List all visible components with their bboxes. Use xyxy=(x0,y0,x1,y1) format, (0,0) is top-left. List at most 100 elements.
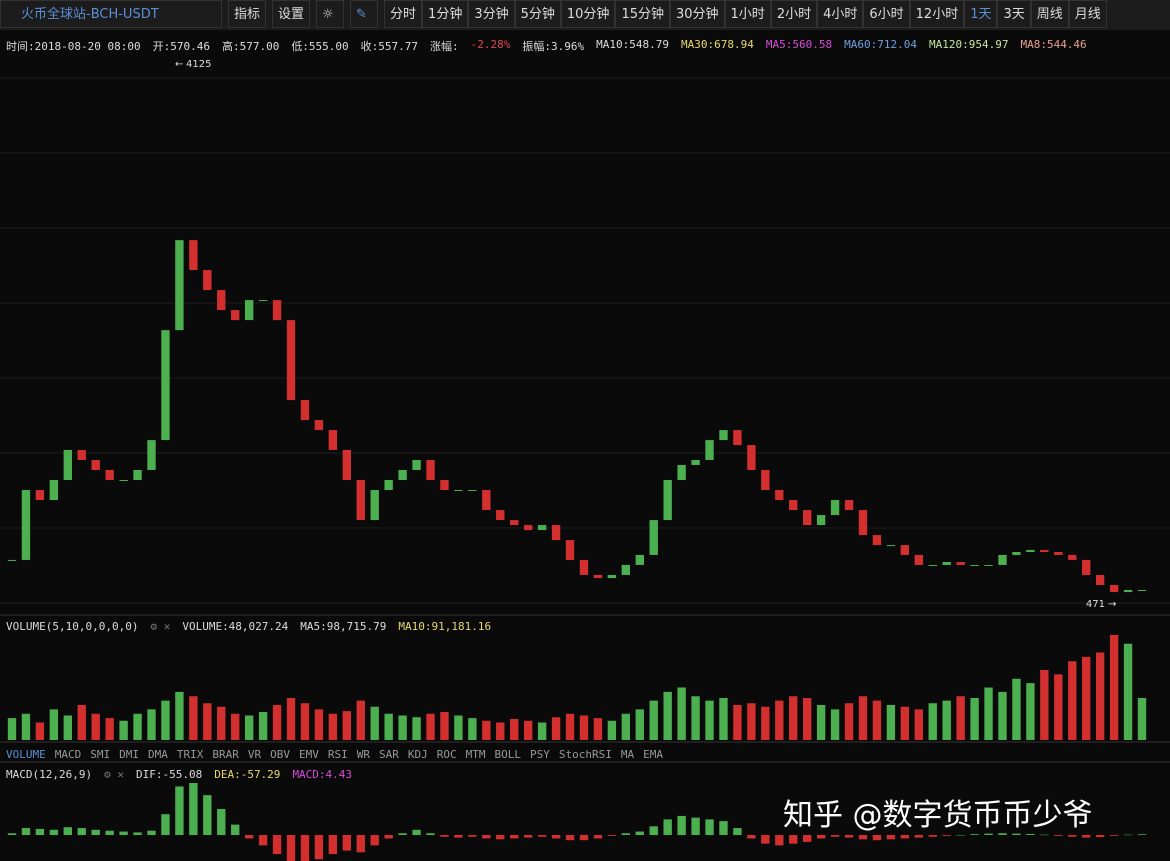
indicator-tab[interactable]: MACD xyxy=(54,748,82,761)
indicator-tab[interactable]: MA xyxy=(620,748,635,761)
period-button[interactable]: 10分钟 xyxy=(560,0,616,28)
indicator-tab[interactable]: SMI xyxy=(90,748,111,761)
macd-bar xyxy=(900,835,910,839)
header-icons[interactable]: ⚙ ✕ xyxy=(104,768,124,781)
candle xyxy=(314,420,324,431)
period-button[interactable]: 月线 xyxy=(1068,0,1107,28)
period-button[interactable]: 4小时 xyxy=(817,0,864,28)
watermark: 知乎 @数字货币币少爷 xyxy=(783,798,1093,833)
volume-bar xyxy=(1095,652,1105,740)
candle xyxy=(454,490,463,492)
macd-bar xyxy=(970,834,979,835)
macd-bar xyxy=(468,835,477,837)
macd-bar xyxy=(1068,835,1077,837)
period-button[interactable]: 3分钟 xyxy=(468,0,515,28)
settings-button[interactable]: 设置 xyxy=(272,0,311,28)
indicator-tab[interactable]: BRAR xyxy=(212,748,239,761)
indicator-tab[interactable]: EMV xyxy=(299,748,319,761)
period-button[interactable]: 1分钟 xyxy=(422,0,469,28)
candle xyxy=(328,430,338,450)
period-button[interactable]: 6小时 xyxy=(863,0,910,28)
volume-header: VOLUME(5,10,0,0,0,0) ⚙ ✕ VOLUME:48,027.24 M… xyxy=(6,620,491,633)
indicator-tab[interactable]: OBV xyxy=(270,748,290,761)
candle xyxy=(1012,552,1021,555)
macd-bar xyxy=(858,835,868,840)
draw-button[interactable]: ✎ xyxy=(350,0,379,28)
indicator-tab[interactable]: ROC xyxy=(436,748,457,761)
candle xyxy=(203,270,212,291)
period-button[interactable]: 12小时 xyxy=(909,0,965,28)
macd-bar xyxy=(886,835,896,840)
indicator-tab[interactable]: VR xyxy=(247,748,262,761)
period-button[interactable]: 分时 xyxy=(384,0,423,28)
indicator-tab[interactable]: RSI xyxy=(327,748,348,761)
macd-bar xyxy=(342,835,351,851)
volume-bar xyxy=(189,696,198,740)
period-button[interactable]: 2小时 xyxy=(770,0,818,28)
candle xyxy=(231,310,240,321)
candle xyxy=(803,510,812,526)
macd-bar xyxy=(314,835,324,860)
period-button[interactable]: 1天 xyxy=(964,0,998,28)
macd-bar xyxy=(830,835,840,837)
indicator-tab[interactable]: SAR xyxy=(379,748,399,761)
macd-bar xyxy=(272,835,282,855)
candle xyxy=(733,430,742,446)
macd-bar xyxy=(579,835,589,841)
info-item: MA60:712.04 xyxy=(844,38,917,51)
period-button[interactable]: 5分钟 xyxy=(514,0,561,28)
indicator-tab[interactable]: DMA xyxy=(148,748,168,761)
volume-bar xyxy=(496,722,505,740)
macd-bar xyxy=(286,835,296,861)
period-button[interactable]: 15分钟 xyxy=(615,0,670,28)
indicator-tab[interactable]: PSY xyxy=(530,748,550,761)
indicator-tab[interactable]: BOLL xyxy=(494,748,522,761)
indicator-tab[interactable]: KDJ xyxy=(407,748,428,761)
candle xyxy=(175,240,184,331)
period-button[interactable]: 3天 xyxy=(997,0,1031,28)
symbol[interactable]: 火币全球站-BCH-USDT xyxy=(0,0,222,28)
period-button[interactable]: 30分钟 xyxy=(669,0,725,28)
indicator-tab[interactable]: StochRSI xyxy=(558,748,612,761)
indicator-tab[interactable]: DMI xyxy=(119,748,139,761)
candle xyxy=(775,490,784,501)
candle xyxy=(537,525,547,531)
volume-bar xyxy=(872,700,882,740)
macd-bar xyxy=(705,819,714,835)
candle xyxy=(649,520,658,555)
header-icons[interactable]: ⚙ ✕ xyxy=(150,620,171,633)
macd-bar xyxy=(523,835,533,838)
candle xyxy=(482,490,491,511)
macd-bar xyxy=(328,835,338,855)
indicator-tab[interactable]: TRIX xyxy=(176,748,204,761)
period-button[interactable]: 1小时 xyxy=(724,0,771,28)
macd-bar xyxy=(1026,833,1035,835)
macd-bar xyxy=(593,835,603,839)
indicator-tab[interactable]: WR xyxy=(356,748,370,761)
candle xyxy=(510,520,519,526)
macd-bar xyxy=(440,835,449,837)
macd-bar xyxy=(1137,834,1147,835)
theme-button[interactable]: ☼ xyxy=(316,0,345,28)
volume-bar xyxy=(328,713,338,740)
volume-bar xyxy=(984,687,993,740)
candle xyxy=(970,564,979,566)
period-button[interactable]: 周线 xyxy=(1030,0,1069,28)
volume-bar xyxy=(300,703,310,740)
macd-bar xyxy=(621,833,631,835)
info-item: MA5:560.58 xyxy=(765,38,833,51)
candle xyxy=(468,490,477,492)
info-item: 涨幅: xyxy=(430,40,459,53)
indicator-tab[interactable]: VOLUME xyxy=(6,748,46,761)
candle xyxy=(426,459,435,481)
volume-bar xyxy=(858,696,868,740)
volume-bar xyxy=(119,720,128,740)
indicator-button[interactable]: 指标 xyxy=(228,0,267,28)
indicator-tab[interactable]: MTM xyxy=(465,748,486,761)
macd-bar xyxy=(872,835,882,841)
indicator-tab[interactable]: EMA xyxy=(643,748,663,761)
macd-bar xyxy=(217,809,226,835)
info-item: MA10:548.79 xyxy=(596,38,670,51)
volume-bar xyxy=(1082,656,1091,740)
